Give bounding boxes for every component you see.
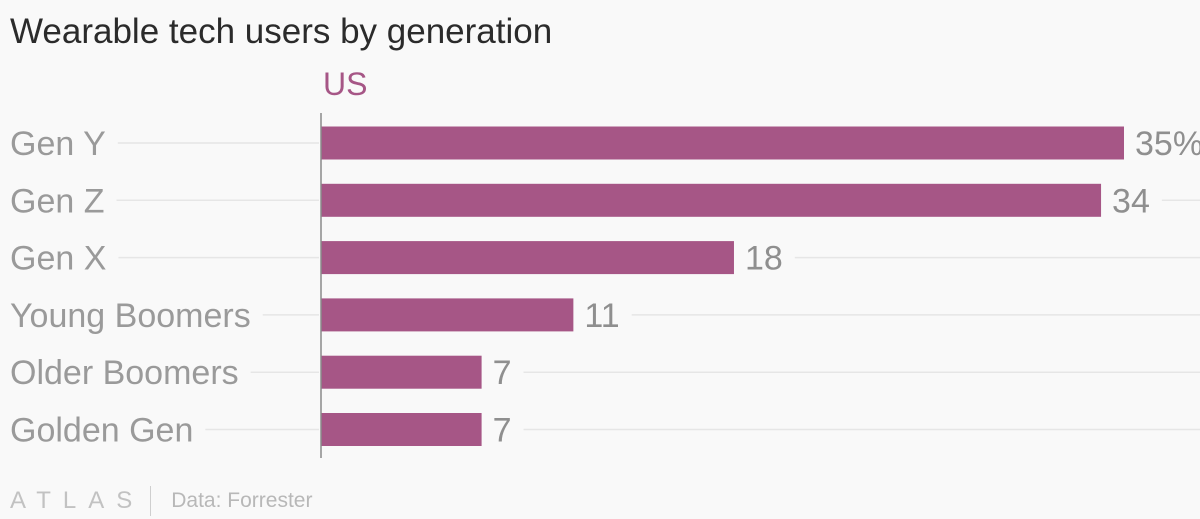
category-label: Gen X [10, 240, 106, 278]
bar [321, 241, 734, 275]
footer-divider [150, 486, 152, 516]
footer: ATLAS Data: Forrester [10, 486, 312, 516]
value-label: 35% [1135, 125, 1200, 163]
value-label: 7 [493, 354, 512, 392]
bar [321, 183, 1102, 217]
category-label: Young Boomers [10, 297, 251, 335]
bar [321, 355, 482, 389]
data-source: Data: Forrester [171, 489, 313, 512]
chart-title: Wearable tech users by generation [10, 12, 553, 51]
bar [321, 126, 1124, 160]
category-label: Gen Z [10, 182, 104, 220]
series-label: US [323, 66, 367, 102]
value-label: 7 [493, 412, 512, 450]
category-label: Golden Gen [10, 412, 193, 450]
value-label: 34 [1112, 182, 1150, 220]
atlas-logo: ATLAS [10, 487, 145, 514]
category-label: Gen Y [10, 125, 106, 163]
bar [321, 413, 482, 446]
value-label: 18 [745, 240, 783, 278]
bar [321, 298, 574, 332]
value-label: 11 [584, 297, 619, 335]
category-label: Older Boomers [10, 354, 239, 392]
